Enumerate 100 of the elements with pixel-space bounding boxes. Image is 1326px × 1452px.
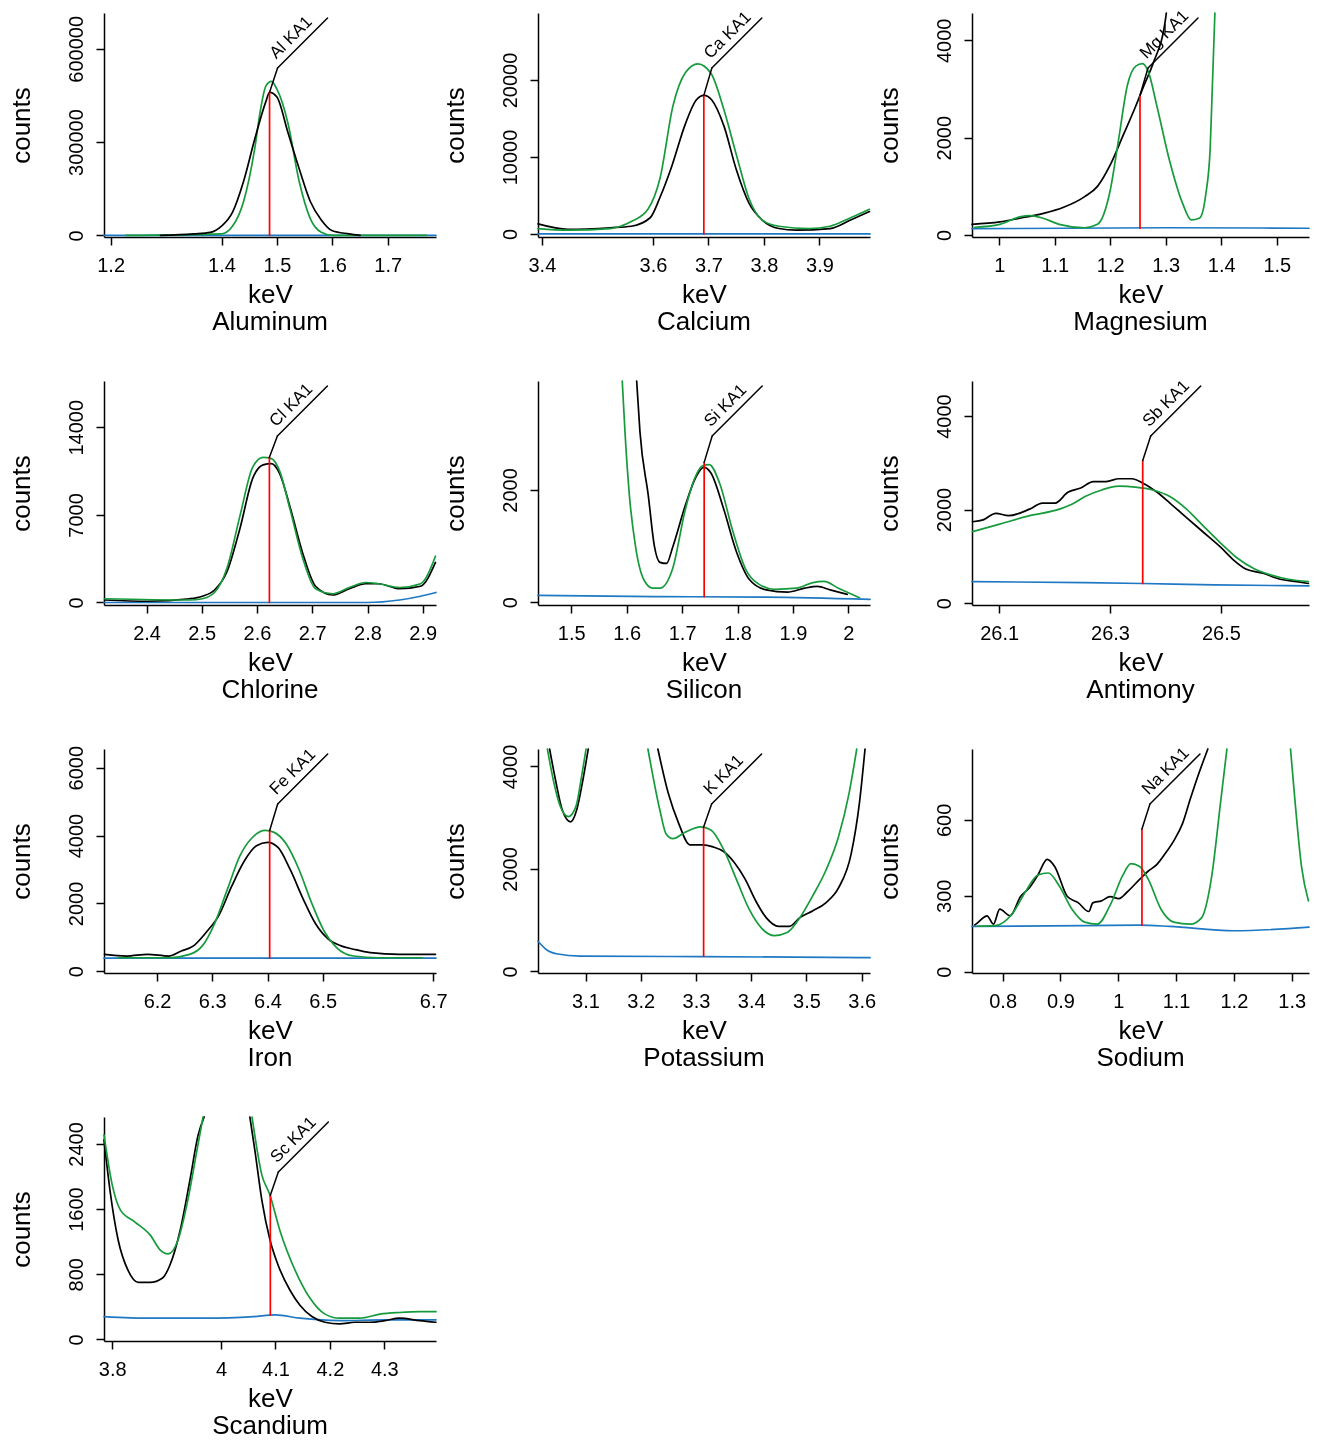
x-tick-label: 6.7 (419, 989, 448, 1012)
annotation: Sc KA1 (266, 1112, 320, 1167)
x-tick-label: 3.2 (627, 989, 656, 1012)
x-tick-label: 3.3 (682, 989, 711, 1012)
x-axis-title: keV (248, 1382, 294, 1413)
annotation: Al KA1 (265, 12, 316, 63)
x-tick-label: 3.6 (848, 989, 877, 1012)
x-tick-label: 1.2 (1220, 989, 1249, 1012)
text: Silicon (665, 674, 743, 704)
text: Aluminum (212, 306, 328, 336)
x-tick-label: 1.3 (1278, 989, 1307, 1012)
x-axis-title: keV (248, 646, 294, 677)
y-axis-title: counts (5, 1191, 36, 1268)
y-tick-label: 0 (932, 598, 955, 610)
x-tick-label: 2.4 (133, 621, 161, 644)
text: Chlorine (221, 674, 319, 704)
x-tick-label: 3.4 (528, 253, 557, 276)
y-axis-title: counts (5, 455, 36, 532)
y-tick-label: 600 (932, 803, 955, 838)
x-tick-label: 1 (1113, 989, 1125, 1012)
x-tick-label: 26.1 (980, 621, 1020, 644)
y-tick-label: 2400 (64, 1122, 87, 1167)
x-tick-label: 4 (215, 1357, 228, 1380)
text: Magnesium (1073, 306, 1208, 336)
x-tick-label: 26.5 (1201, 621, 1241, 644)
y-axis-title: counts (439, 455, 470, 532)
y-axis-title: counts (5, 823, 36, 900)
x-tick-label: 1.5 (557, 621, 586, 644)
y-tick-label: 4000 (932, 18, 955, 64)
annotation: K KA1 (699, 750, 748, 799)
x-tick-label: 1.4 (208, 253, 236, 276)
x-tick-label: 3.1 (572, 989, 600, 1012)
x-tick-label: 3.5 (793, 989, 821, 1012)
x-axis-title: keV (1118, 278, 1165, 309)
x-tick-label: 1.1 (1162, 989, 1191, 1012)
x-tick-label: 1.9 (779, 621, 808, 644)
x-tick-label: 3.6 (639, 253, 668, 276)
y-tick-label: 2000 (932, 115, 955, 161)
y-axis-title: counts (439, 87, 470, 164)
x-axis-title: keV (1118, 646, 1165, 677)
x-axis-title: keV (1118, 1014, 1165, 1045)
x-tick-label: 1.2 (97, 253, 126, 276)
y-tick-label: 7000 (64, 493, 87, 538)
x-tick-label: 6.4 (254, 989, 282, 1012)
y-tick-label: 0 (498, 966, 521, 978)
x-tick-label: 4.3 (370, 1357, 399, 1380)
x-axis-title: keV (682, 1014, 728, 1045)
x-tick-label: 3.8 (750, 253, 779, 276)
x-tick-label: 0.9 (1047, 989, 1075, 1012)
x-tick-label: 1.6 (613, 621, 642, 644)
x-tick-label: 0.8 (989, 989, 1018, 1012)
y-tick-label: 0 (64, 597, 87, 609)
x-tick-label: 1 (994, 253, 1006, 276)
text: Iron (247, 1042, 293, 1072)
y-axis-title: counts (873, 87, 904, 164)
annotation: Fe KA1 (265, 744, 320, 799)
y-tick-label: 0 (64, 966, 87, 978)
y-axis-title: counts (873, 455, 904, 532)
x-tick-label: 1.5 (263, 253, 292, 276)
y-tick-label: 0 (498, 228, 521, 240)
x-tick-label: 2.9 (409, 621, 438, 644)
x-tick-label: 2.8 (354, 621, 382, 644)
x-tick-label: 3.4 (737, 989, 766, 1012)
y-tick-label: 2000 (498, 468, 521, 513)
y-tick-label: 0 (64, 1334, 87, 1346)
x-tick-label: 3.9 (806, 253, 834, 276)
annotation: Sb KA1 (1138, 376, 1193, 431)
y-tick-label: 10000 (498, 129, 521, 186)
x-axis-title: keV (682, 278, 728, 309)
x-tick-label: 3.8 (98, 1357, 127, 1380)
y-tick-label: 1600 (64, 1187, 87, 1232)
x-tick-label: 1.7 (374, 253, 403, 276)
x-axis-title: keV (682, 646, 728, 677)
y-tick-label: 0 (932, 229, 955, 242)
annotation: Mg KA1 (1135, 6, 1193, 63)
x-axis-title: keV (248, 278, 294, 309)
y-axis-title: counts (873, 823, 904, 900)
y-tick-label: 2000 (932, 487, 955, 533)
annotation: Ca KA1 (699, 7, 755, 63)
y-tick-label: 0 (932, 966, 955, 978)
y-tick-label: 0 (64, 230, 87, 242)
x-tick-label: 2.5 (188, 621, 217, 644)
x-tick-label: 1.3 (1152, 253, 1181, 276)
y-axis-title: counts (439, 823, 470, 900)
y-tick-label: 20000 (498, 52, 521, 109)
y-tick-label: 4000 (64, 813, 87, 859)
y-tick-label: 6000 (64, 745, 87, 791)
y-tick-label: 800 (64, 1258, 87, 1292)
y-tick-label: 300000 (64, 109, 87, 176)
text: Potassium (643, 1042, 765, 1072)
text: Scandium (212, 1410, 328, 1440)
y-tick-label: 2000 (498, 847, 521, 892)
y-tick-label: 4000 (498, 744, 521, 790)
text: Antimony (1086, 674, 1195, 704)
x-tick-label: 26.3 (1091, 621, 1130, 644)
x-tick-label: 6.3 (198, 989, 227, 1012)
y-tick-label: 2000 (64, 881, 87, 927)
y-tick-label: 300 (932, 879, 955, 913)
x-tick-label: 2 (843, 621, 855, 644)
x-tick-label: 3.7 (695, 253, 723, 276)
